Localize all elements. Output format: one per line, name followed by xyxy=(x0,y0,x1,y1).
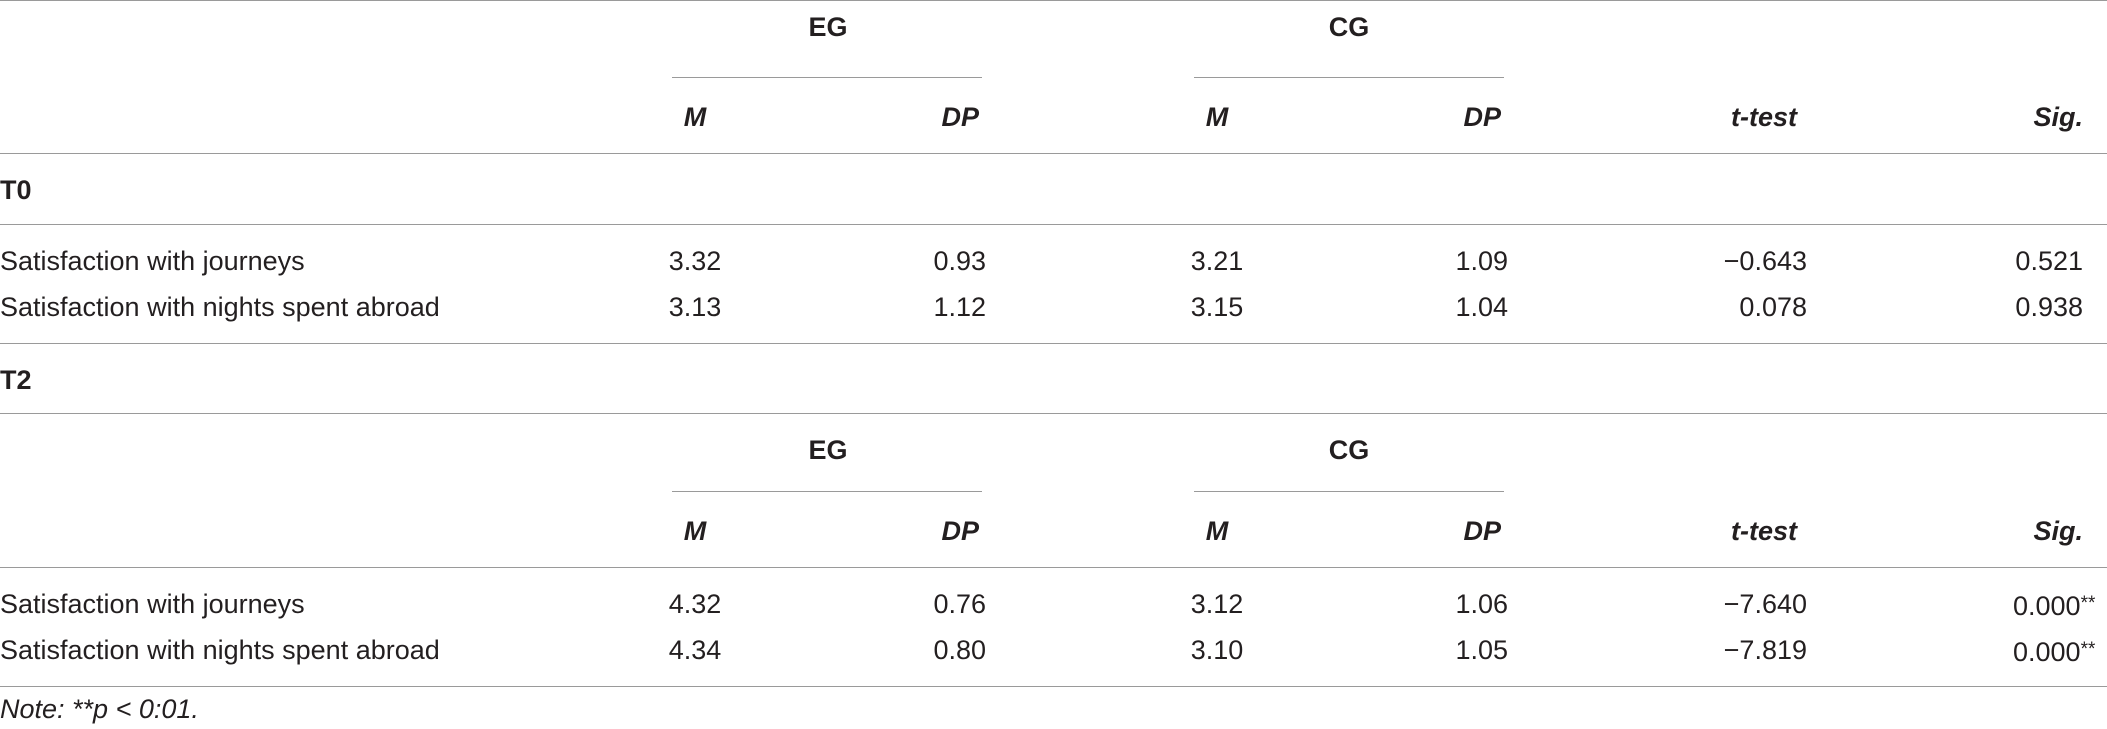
sig-value: 0.000 xyxy=(2013,591,2081,621)
row-label: Satisfaction with nights spent abroad xyxy=(0,635,440,665)
cell-cg-dp: 1.04 xyxy=(1455,292,1508,322)
group-rule-eg xyxy=(672,77,982,78)
cell-cg-dp: 1.09 xyxy=(1455,246,1508,276)
section-t0-end-rule xyxy=(0,343,2107,344)
group-header-cg: CG xyxy=(1328,435,1370,465)
header-bottom-rule xyxy=(0,567,2107,568)
table-top-rule xyxy=(0,0,2107,1)
cell-eg-m: 3.13 xyxy=(668,292,722,322)
col-header-eg-dp: DP xyxy=(941,516,979,546)
group-header-cg: CG xyxy=(1328,12,1370,42)
cell-t-test: −0.643 xyxy=(1723,246,1807,276)
cell-sig: 0.000** xyxy=(2013,633,2095,669)
col-header-sig: Sig. xyxy=(2033,102,2083,132)
row-label: Satisfaction with nights spent abroad xyxy=(0,292,440,322)
header-bottom-rule xyxy=(0,153,2107,154)
cell-cg-m: 3.21 xyxy=(1190,246,1244,276)
cell-eg-m: 4.32 xyxy=(668,589,722,619)
sig-value: 0.000 xyxy=(2013,637,2081,667)
cell-sig: 0.000** xyxy=(2013,587,2095,623)
group-rule-eg xyxy=(672,491,982,492)
cell-t-test: −7.819 xyxy=(1723,635,1807,665)
row-label: Satisfaction with journeys xyxy=(0,589,305,619)
table-bottom-rule xyxy=(0,686,2107,687)
sig-marker: ** xyxy=(2080,639,2096,660)
section-label-t2: T2 xyxy=(0,365,32,395)
col-header-cg-dp: DP xyxy=(1463,102,1501,132)
table-note: Note: **p < 0:01. xyxy=(0,694,199,724)
cell-eg-dp: 0.93 xyxy=(933,246,986,276)
cell-eg-dp: 0.76 xyxy=(933,589,986,619)
group-rule-cg xyxy=(1194,491,1504,492)
cell-eg-dp: 0.80 xyxy=(933,635,986,665)
cell-eg-dp: 1.12 xyxy=(933,292,986,322)
col-header-cg-m: M xyxy=(1205,102,1229,132)
section-t0-rule xyxy=(0,224,2107,225)
cell-sig: 0.938 xyxy=(2015,292,2083,322)
col-header-cg-dp: DP xyxy=(1463,516,1501,546)
cell-eg-m: 4.34 xyxy=(668,635,722,665)
col-header-eg-dp: DP xyxy=(941,102,979,132)
section-t2-rule xyxy=(0,413,2107,414)
cell-cg-m: 3.15 xyxy=(1190,292,1244,322)
group-header-eg: EG xyxy=(808,12,848,42)
row-label: Satisfaction with journeys xyxy=(0,246,305,276)
col-header-t-test: t-test xyxy=(1731,516,1797,546)
col-header-eg-m: M xyxy=(683,516,707,546)
cell-t-test: −7.640 xyxy=(1723,589,1807,619)
cell-t-test: 0.078 xyxy=(1739,292,1807,322)
sig-marker: ** xyxy=(2080,593,2096,614)
section-label-t0: T0 xyxy=(0,175,32,205)
col-header-eg-m: M xyxy=(683,102,707,132)
cell-cg-dp: 1.06 xyxy=(1455,589,1508,619)
col-header-t-test: t-test xyxy=(1731,102,1797,132)
group-rule-cg xyxy=(1194,77,1504,78)
cell-cg-m: 3.12 xyxy=(1190,589,1244,619)
group-header-eg: EG xyxy=(808,435,848,465)
cell-sig: 0.521 xyxy=(2015,246,2083,276)
cell-eg-m: 3.32 xyxy=(668,246,722,276)
cell-cg-dp: 1.05 xyxy=(1455,635,1508,665)
cell-cg-m: 3.10 xyxy=(1190,635,1244,665)
col-header-sig: Sig. xyxy=(2033,516,2083,546)
col-header-cg-m: M xyxy=(1205,516,1229,546)
